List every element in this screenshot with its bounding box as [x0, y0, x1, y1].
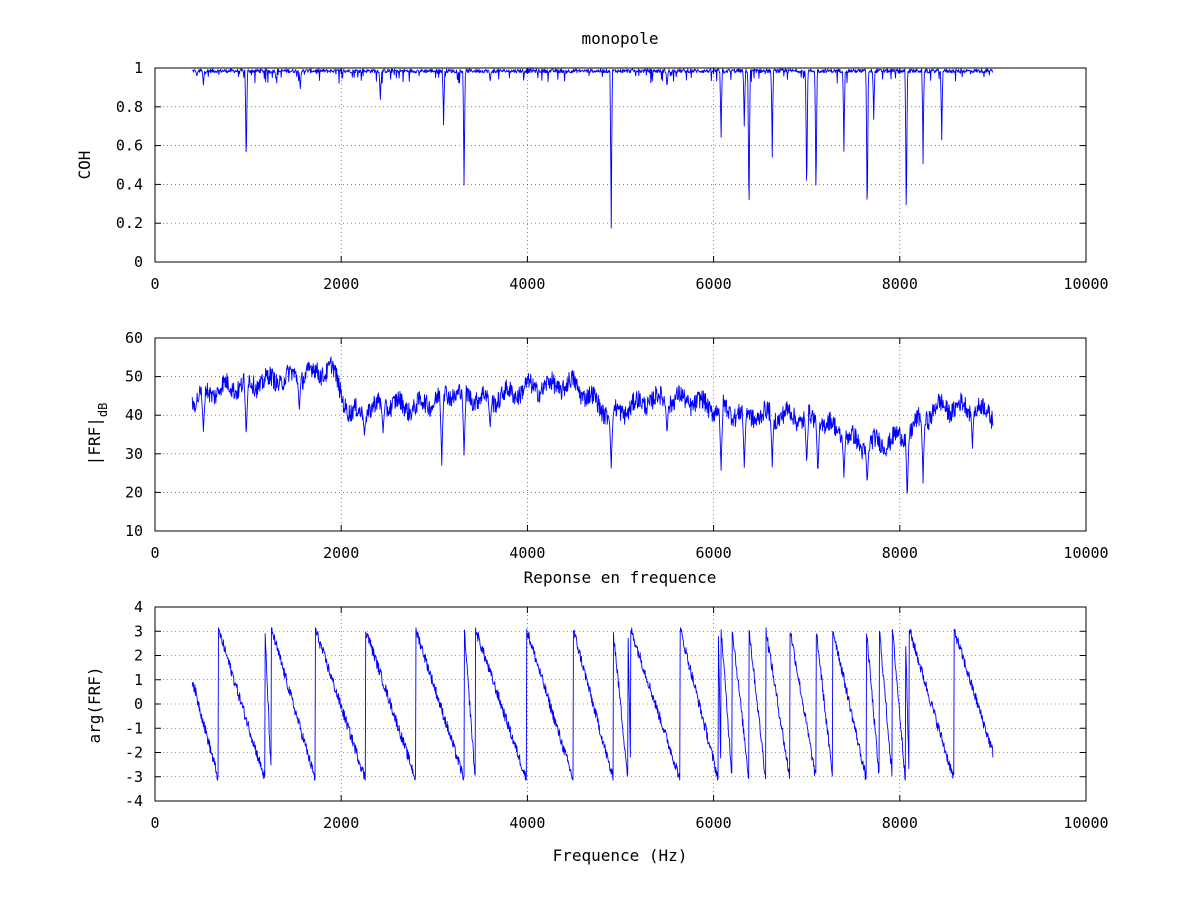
frf-mag-series-line [191, 356, 994, 494]
frf-mag-x-tick-label: 4000 [509, 544, 545, 562]
frf-phase-y-tick-label: -1 [125, 719, 143, 737]
frf-phase-y-tick-label: -2 [125, 744, 143, 762]
phase-y-axis-label: arg(FRF) [85, 666, 104, 743]
frf-mag-y-axis-label: |FRF|dB [85, 403, 110, 466]
coh-y-tick-label: 0.4 [116, 175, 143, 193]
coh-x-tick-label: 8000 [882, 275, 918, 293]
frf-mag-plot-frame [154, 337, 1087, 532]
coh-y-tick-label: 0.8 [116, 98, 143, 116]
figure-title: monopole [581, 29, 658, 48]
frf-phase-x-tick-label: 10000 [1063, 814, 1108, 832]
frf-mag-y-tick-label: 60 [125, 329, 143, 347]
frf-mag-y-tick-label: 10 [125, 522, 143, 540]
frf-magnitude-panel: |FRF|dB Reponse en frequence 0 2000 4000 60… [85, 329, 1109, 587]
coh-plot-frame [154, 67, 1087, 263]
frf-mag-x-tick-label: 10000 [1063, 544, 1108, 562]
frf-phase-y-tick-label: 1 [134, 671, 143, 689]
frf-phase-y-tick-label: 0 [134, 695, 143, 713]
coherence-panel: COH 0 2000 4000 6000 8000 10000 0 0.2 0.4 0.6 0.8 1 [75, 59, 1109, 293]
frf-mag-y-tick-label: 20 [125, 483, 143, 501]
frf-phase-series-line [191, 627, 994, 781]
coh-x-tick-label: 0 [150, 275, 159, 293]
coh-y-axis-label: COH [75, 151, 94, 180]
frf-mag-y-axis-label-sub: dB [96, 403, 110, 417]
frf-phase-x-tick-label: 6000 [696, 814, 732, 832]
frf-phase-x-tick-label: 4000 [509, 814, 545, 832]
frf-phase-y-tick-label: -3 [125, 768, 143, 786]
frf-mag-y-tick-label: 50 [125, 368, 143, 386]
frf-phase-x-tick-label: 2000 [323, 814, 359, 832]
frf-phase-panel: arg(FRF) Frequence (Hz) 0 2000 4000 6000 800… [85, 598, 1109, 865]
coh-series-line [192, 68, 993, 229]
frf-phase-y-tick-label: 4 [134, 598, 143, 616]
coh-x-tick-label: 6000 [696, 275, 732, 293]
coh-y-tick-label: 1 [134, 59, 143, 77]
frf-phase-y-tick-label: 3 [134, 622, 143, 640]
coh-y-tick-label: 0.2 [116, 214, 143, 232]
frf-mag-y-axis-label-main: |FRF| [85, 417, 104, 465]
frf-mag-x-tick-label: 0 [150, 544, 159, 562]
frf-mag-x-tick-label: 8000 [882, 544, 918, 562]
phase-x-axis-label: Frequence (Hz) [553, 846, 688, 865]
frf-phase-x-tick-label: 8000 [882, 814, 918, 832]
coh-x-tick-label: 2000 [323, 275, 359, 293]
coh-x-tick-label: 4000 [509, 275, 545, 293]
frf-mag-y-tick-label: 40 [125, 406, 143, 424]
coh-y-tick-label: 0 [134, 253, 143, 271]
frf-mag-x-axis-label: Reponse en frequence [524, 568, 717, 587]
frf-mag-x-tick-label: 2000 [323, 544, 359, 562]
frf-phase-x-tick-label: 0 [150, 814, 159, 832]
frf-phase-y-tick-label: 2 [134, 647, 143, 665]
frf-mag-y-tick-label: 30 [125, 445, 143, 463]
frf-phase-y-tick-label: -4 [125, 792, 143, 810]
coh-y-tick-label: 0.6 [116, 137, 143, 155]
frf-mag-x-tick-label: 6000 [696, 544, 732, 562]
coh-x-tick-label: 10000 [1063, 275, 1108, 293]
